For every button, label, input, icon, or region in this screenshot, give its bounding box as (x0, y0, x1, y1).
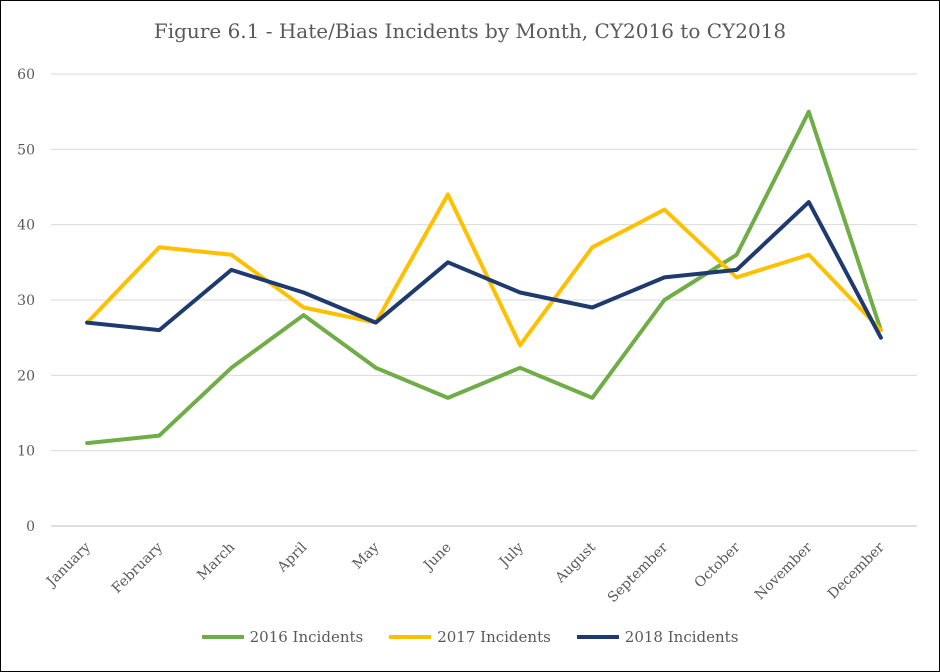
legend-item-2016: 2016 Incidents (201, 628, 364, 646)
series-line-2 (85, 192, 883, 348)
legend-item-2017: 2017 Incidents (389, 628, 551, 646)
y-tick-label: 30 (17, 293, 35, 309)
series-line-1 (85, 109, 883, 446)
y-tick-label: 10 (17, 444, 35, 460)
x-tick-label: January (42, 539, 94, 591)
y-tick-label: 50 (17, 142, 35, 158)
legend-swatch-2018 (576, 635, 619, 639)
x-tick-label: February (109, 539, 166, 596)
y-tick-label: 40 (17, 218, 35, 234)
legend-label-2018: 2018 Incidents (624, 628, 739, 646)
x-tick-label: October (692, 539, 744, 591)
legend-item-2018: 2018 Incidents (576, 628, 739, 646)
x-tick-label: December (825, 539, 888, 602)
series-line-3 (85, 200, 883, 340)
legend-label-2017: 2017 Incidents (437, 628, 551, 646)
chart-legend: 2016 Incidents 2017 Incidents 2018 Incid… (1, 628, 939, 646)
x-tick-label: April (274, 539, 311, 576)
legend-label-2016: 2016 Incidents (249, 628, 364, 646)
chart-title: Figure 6.1 - Hate/Bias Incidents by Mont… (153, 19, 787, 43)
x-tick-label: August (552, 539, 600, 587)
x-tick-label: May (350, 539, 383, 572)
x-tick-label: June (419, 540, 454, 575)
legend-swatch-2017 (389, 635, 432, 639)
x-tick-label: July (495, 539, 527, 571)
y-tick-label: 20 (17, 368, 35, 384)
line-chart: 0 10 20 30 40 50 60 January February March April Ma… (17, 67, 917, 606)
y-tick-label: 0 (26, 519, 35, 535)
y-tick-label: 60 (17, 67, 35, 83)
legend-swatch-2016 (201, 635, 244, 639)
x-tick-label: March (194, 540, 238, 584)
x-tick-label: September (605, 539, 672, 606)
x-tick-label: November (752, 539, 816, 603)
